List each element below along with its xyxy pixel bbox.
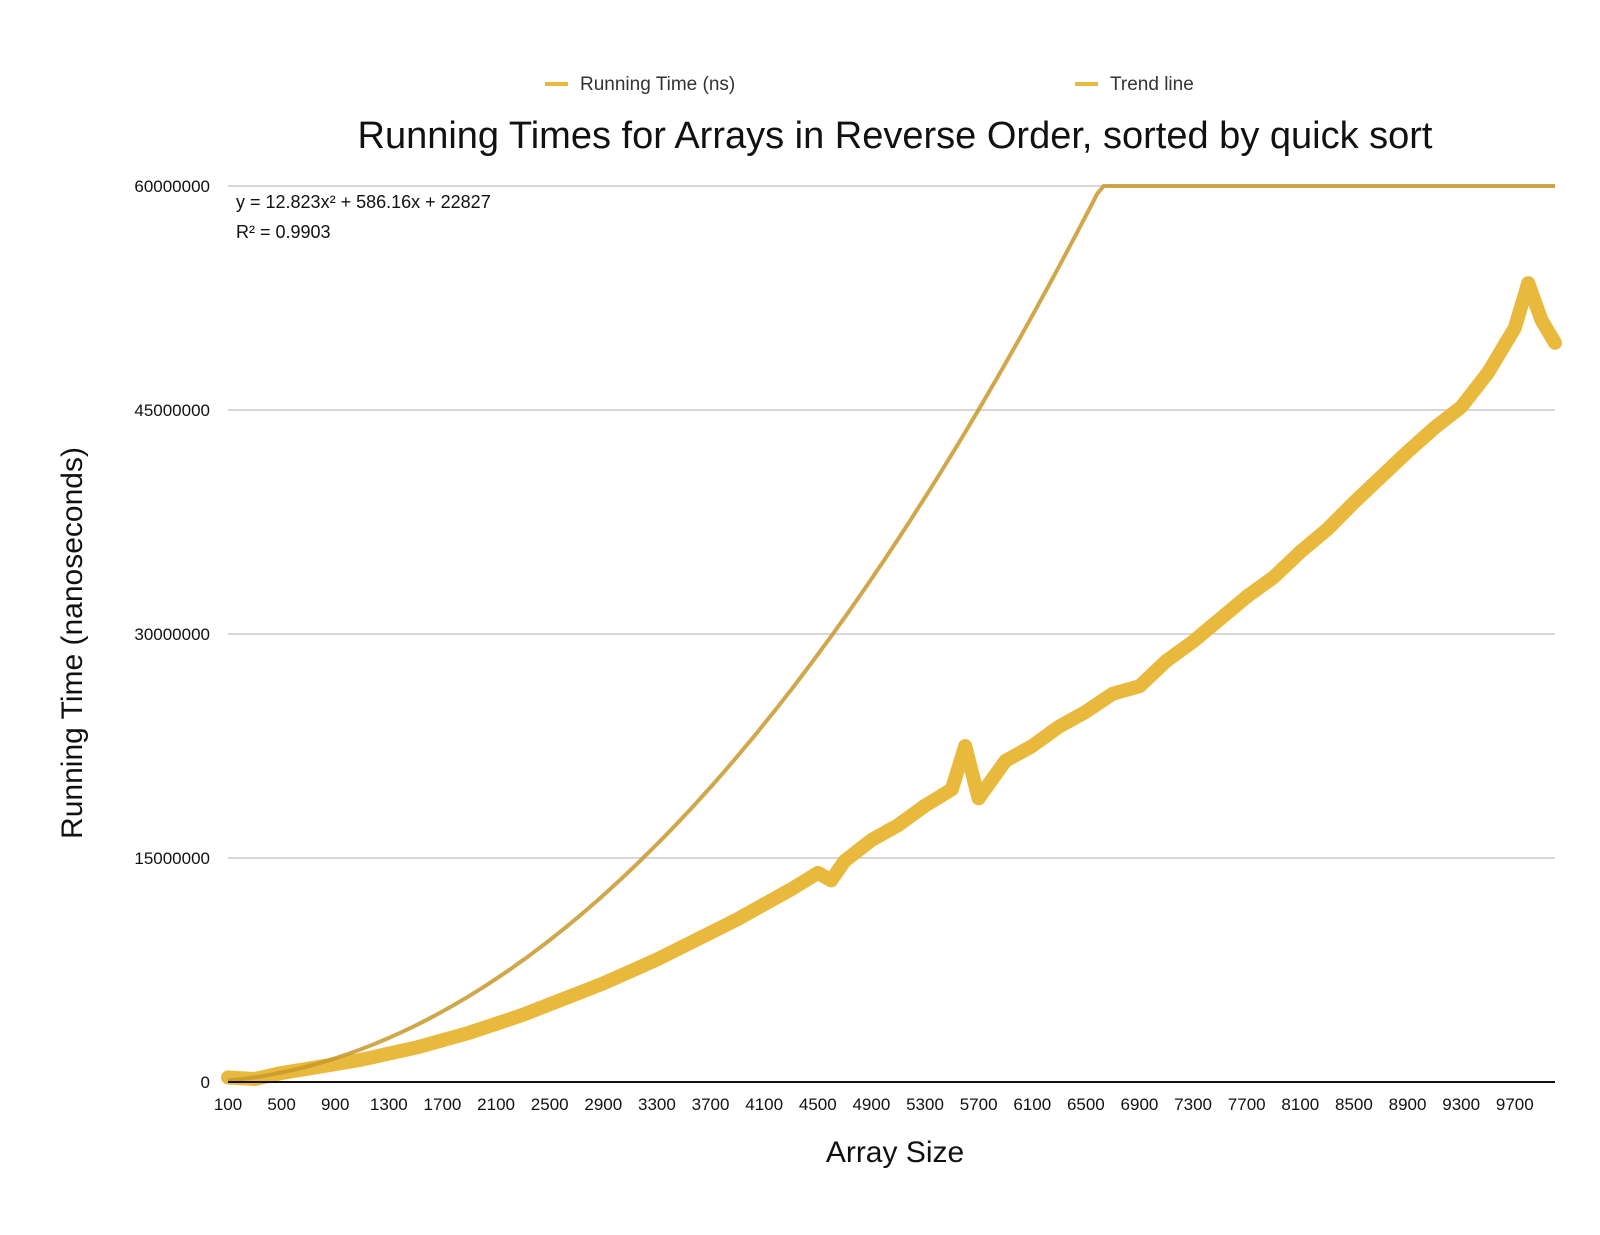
y-tick-label: 15000000 <box>134 849 210 868</box>
x-axis-label: Array Size <box>826 1136 964 1169</box>
x-tick-label: 4900 <box>852 1095 890 1114</box>
legend-label-trend-line: Trend line <box>1110 74 1194 95</box>
x-tick-label: 1300 <box>370 1095 408 1114</box>
legend-label-running-time: Running Time (ns) <box>580 74 735 95</box>
data-point <box>1481 366 1494 379</box>
x-tick-label: 100 <box>214 1095 242 1114</box>
x-tick-label: 8500 <box>1335 1095 1373 1114</box>
x-tick-label: 7300 <box>1174 1095 1212 1114</box>
x-tick-label: 6100 <box>1013 1095 1051 1114</box>
data-point <box>1106 687 1119 700</box>
trend-line <box>227 184 1555 1083</box>
x-tick-label: 9300 <box>1442 1095 1480 1114</box>
y-tick-label: 30000000 <box>134 625 210 644</box>
data-point <box>1160 654 1173 667</box>
data-point <box>892 819 905 832</box>
data-point <box>1549 336 1561 349</box>
x-tick-label: 2500 <box>531 1095 569 1114</box>
x-tick-label: 1700 <box>424 1095 462 1114</box>
data-point <box>490 1017 503 1030</box>
trendline-equation: y = 12.823x² + 586.16x + 22827 <box>236 192 491 212</box>
x-tick-label: 4100 <box>745 1095 783 1114</box>
x-tick-label: 5700 <box>960 1095 998 1114</box>
x-tick-label: 2900 <box>584 1095 622 1114</box>
x-tick-label: 8900 <box>1389 1095 1427 1114</box>
x-tick-label: 8100 <box>1281 1095 1319 1114</box>
data-point <box>945 783 958 796</box>
data-point <box>1053 720 1066 733</box>
data-point <box>543 998 556 1011</box>
x-tick-label: 7700 <box>1228 1095 1266 1114</box>
data-point <box>1267 571 1280 584</box>
data-point <box>825 874 838 887</box>
x-tick-label: 3300 <box>638 1095 676 1114</box>
data-point <box>1079 705 1092 718</box>
series-running-time <box>221 276 1562 1086</box>
data-point <box>704 926 717 939</box>
x-tick-label: 6500 <box>1067 1095 1105 1114</box>
data-point <box>677 940 690 953</box>
y-axis-label: Running Time (nanoseconds) <box>56 447 89 839</box>
data-point <box>1374 471 1387 484</box>
x-tick-label: 900 <box>321 1095 349 1114</box>
data-point <box>650 953 663 966</box>
data-point <box>972 792 985 805</box>
data-point <box>731 913 744 926</box>
trendline-r-squared: R² = 0.9903 <box>236 222 331 242</box>
data-point <box>1347 496 1360 509</box>
data-point <box>838 854 851 867</box>
data-point <box>597 977 610 990</box>
x-tick-label: 9700 <box>1496 1095 1534 1114</box>
data-point <box>1133 680 1146 693</box>
x-tick-label: 2100 <box>477 1095 515 1114</box>
data-point <box>1535 314 1548 327</box>
data-point <box>1455 401 1468 414</box>
data-point <box>811 866 824 879</box>
data-point <box>436 1034 449 1047</box>
x-tick-label: 6900 <box>1121 1095 1159 1114</box>
x-tick-label: 3700 <box>692 1095 730 1114</box>
data-point <box>1401 445 1414 458</box>
y-tick-label: 45000000 <box>134 401 210 420</box>
data-point <box>784 883 797 896</box>
data-point <box>1240 590 1253 603</box>
data-point <box>1321 523 1334 536</box>
x-tick-label: 4500 <box>799 1095 837 1114</box>
data-point <box>1026 740 1039 752</box>
data-point <box>463 1026 476 1039</box>
data-point <box>758 898 771 911</box>
data-point <box>1213 613 1226 626</box>
data-point <box>959 740 972 752</box>
series-line-running-time <box>221 276 1562 1086</box>
data-point <box>865 834 878 847</box>
data-point <box>516 1008 529 1021</box>
data-point <box>1522 277 1535 290</box>
gridlines <box>228 185 1555 859</box>
y-tick-labels: 0 15000000 30000000 45000000 60000000 <box>134 177 210 1092</box>
data-point <box>1508 321 1521 334</box>
data-point <box>570 987 583 1000</box>
data-point <box>999 754 1012 767</box>
data-point <box>1428 421 1441 434</box>
x-tick-label: 5300 <box>906 1095 944 1114</box>
x-tick-labels: 100 500 900 1300 1700 2100 2500 2900 3300 3700 410… <box>214 1095 1534 1114</box>
data-point <box>382 1047 395 1060</box>
data-point <box>919 799 932 812</box>
data-point <box>624 965 637 978</box>
y-tick-label: 0 <box>201 1073 210 1092</box>
chart-title: Running Times for Arrays in Reverse Orde… <box>358 115 1433 157</box>
data-point <box>1187 635 1200 648</box>
x-tick-label: 500 <box>267 1095 295 1114</box>
data-point <box>356 1053 369 1066</box>
legend: Running Time (ns) Trend line <box>545 74 1194 95</box>
data-point <box>1294 545 1307 558</box>
data-point <box>409 1041 422 1054</box>
y-tick-label: 60000000 <box>134 177 210 196</box>
